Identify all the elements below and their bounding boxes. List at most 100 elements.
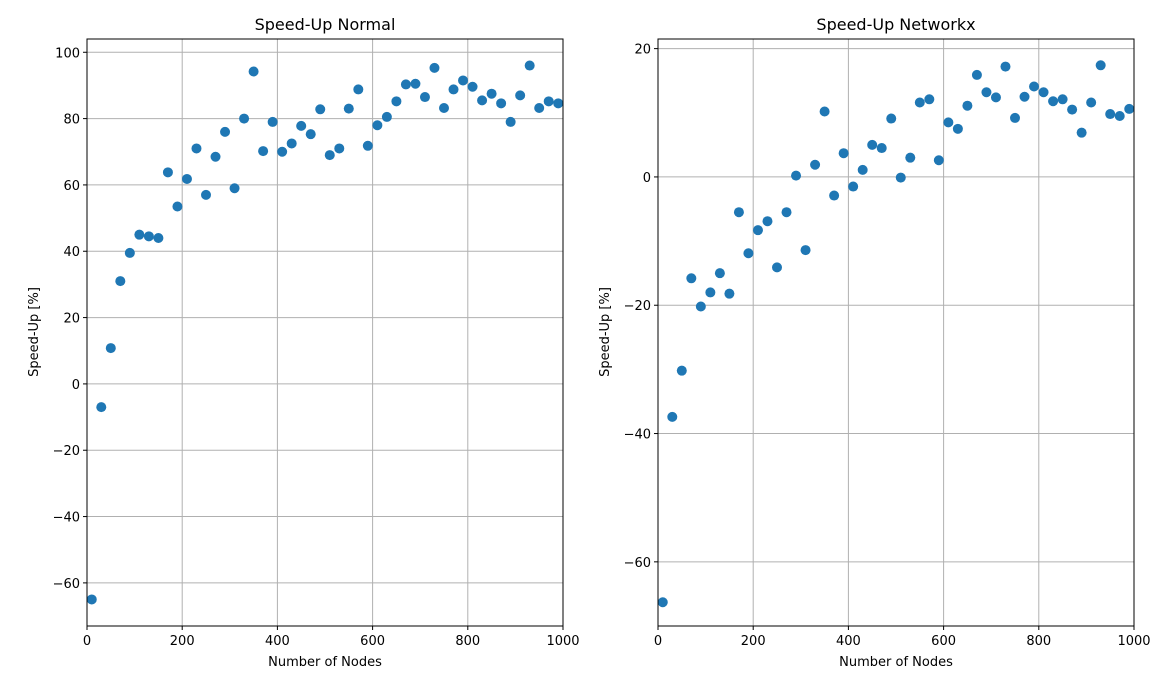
speedup-networkx-data-point xyxy=(1019,91,1030,102)
speedup-normal-data-point xyxy=(191,143,202,154)
speedup-networkx-xtick-label: 0 xyxy=(654,634,662,649)
speedup-networkx-data-point xyxy=(791,170,802,181)
speedup-networkx-data-point xyxy=(895,172,906,183)
speedup-normal-ylabel: Speed-Up [%] xyxy=(27,287,42,377)
speedup-normal-data-point xyxy=(248,66,259,77)
speedup-normal-data-point xyxy=(410,78,421,89)
speedup-normal-data-point xyxy=(400,79,411,90)
speedup-networkx-data-point xyxy=(1076,127,1087,138)
speedup-normal-data-point xyxy=(467,81,478,92)
speedup-networkx-data-point xyxy=(819,106,830,117)
speedup-networkx-data-point xyxy=(905,152,916,163)
speedup-normal-xtick-label: 200 xyxy=(170,634,195,649)
speedup-networkx-data-point xyxy=(962,100,973,111)
speedup-networkx-data-point xyxy=(1086,97,1097,108)
speedup-networkx-data-point xyxy=(781,207,792,218)
speedup-networkx-data-point xyxy=(924,94,935,105)
speedup-networkx-panel: Speed-Up Networkx 0 200 400 600 800 1000−60−4… xyxy=(598,15,1151,670)
speedup-networkx-points xyxy=(657,60,1135,608)
speedup-normal-data-point xyxy=(210,151,221,162)
speedup-normal-data-point xyxy=(229,183,240,194)
speedup-normal-data-point xyxy=(477,95,488,106)
speedup-normal-xtick-label: 1000 xyxy=(546,634,579,649)
speedup-normal-data-point xyxy=(267,116,278,127)
speedup-networkx-ytick-label: −20 xyxy=(624,299,651,314)
speedup-normal-points xyxy=(86,60,564,605)
speedup-networkx-xtick-label: 400 xyxy=(836,634,861,649)
speedup-normal-ytick-label: −20 xyxy=(53,444,80,459)
speedup-networkx-ytick-label: −40 xyxy=(624,428,651,443)
speedup-normal-data-point xyxy=(96,402,107,413)
speedup-normal-data-point xyxy=(343,103,354,114)
speedup-normal-data-point xyxy=(524,60,535,71)
speedup-networkx-data-point xyxy=(857,164,868,175)
speedup-networkx-ytick-label: 0 xyxy=(643,171,651,186)
speedup-normal-data-point xyxy=(153,232,164,243)
speedup-normal-ytick-label: 60 xyxy=(63,179,80,194)
speedup-normal-data-point xyxy=(86,594,97,605)
speedup-networkx-data-point xyxy=(876,143,887,154)
speedup-normal-ytick-label: −60 xyxy=(53,577,80,592)
speedup-normal-ytick-label: 100 xyxy=(55,46,80,61)
speedup-normal-data-point xyxy=(172,201,183,212)
speedup-normal-data-point xyxy=(515,90,526,101)
speedup-networkx-data-point xyxy=(981,87,992,98)
speedup-networkx-xtick-label: 1000 xyxy=(1117,634,1150,649)
speedup-normal-ytick-label: 40 xyxy=(63,245,80,260)
speedup-networkx-data-point xyxy=(1067,104,1078,115)
speedup-networkx-data-point xyxy=(667,411,678,422)
speedup-normal-xtick-label: 800 xyxy=(455,634,480,649)
speedup-networkx-grid xyxy=(657,39,1135,626)
speedup-networkx-data-point xyxy=(867,139,878,150)
speedup-networkx-data-point xyxy=(1038,87,1049,98)
speedup-normal-xtick-label: 400 xyxy=(265,634,290,649)
speedup-networkx-axes-frame xyxy=(657,38,1135,627)
speedup-networkx-data-point xyxy=(762,216,773,227)
speedup-networkx-data-point xyxy=(772,262,782,273)
speedup-normal-data-point xyxy=(362,140,373,151)
speedup-normal-data-point xyxy=(372,120,383,131)
speedup-normal-data-point xyxy=(439,102,449,113)
speedup-normal-data-point xyxy=(553,98,564,109)
speedup-networkx-ticks: 0 200 400 600 800 1000 −60 −40 −20 0 20 xyxy=(624,43,1151,649)
speedup-normal-ytick-label: 20 xyxy=(63,312,80,327)
speedup-normal-data-point xyxy=(315,104,326,115)
speedup-normal-data-point xyxy=(115,276,126,287)
speedup-networkx-xtick-label: 800 xyxy=(1026,634,1051,649)
speedup-normal-data-point xyxy=(505,116,516,127)
speedup-normal-data-point xyxy=(220,126,231,137)
speedup-networkx-data-point xyxy=(733,207,744,218)
speedup-networkx-data-point xyxy=(800,245,811,256)
speedup-networkx-data-point xyxy=(810,159,821,170)
speedup-normal-ytick-label: 0 xyxy=(72,378,80,393)
speedup-normal-data-point xyxy=(105,343,116,354)
speedup-networkx-data-point xyxy=(848,181,859,192)
speedup-normal-data-point xyxy=(134,229,145,240)
speedup-normal-xlabel: Number of Nodes xyxy=(268,655,382,670)
speedup-networkx-data-point xyxy=(1095,60,1106,71)
speedup-networkx-data-point xyxy=(695,301,706,312)
speedup-normal-data-point xyxy=(305,129,316,140)
speedup-networkx-data-point xyxy=(1057,94,1068,105)
speedup-normal-data-point xyxy=(496,98,507,109)
speedup-normal-xtick-label: 600 xyxy=(360,634,385,649)
speedup-networkx-data-point xyxy=(1124,103,1135,114)
speedup-networkx-title: Speed-Up Networkx xyxy=(816,15,975,34)
speedup-normal-data-point xyxy=(486,88,497,99)
speedup-networkx-data-point xyxy=(886,113,897,124)
speedup-normal-data-point xyxy=(543,96,554,107)
speedup-networkx-data-point xyxy=(971,69,982,80)
speedup-networkx-data-point xyxy=(686,273,697,284)
speedup-networkx-data-point xyxy=(714,268,725,279)
speedup-networkx-xtick-label: 600 xyxy=(931,634,956,649)
speedup-networkx-ylabel: Speed-Up [%] xyxy=(598,287,613,377)
speedup-networkx-data-point xyxy=(838,148,849,159)
speedup-normal-data-point xyxy=(429,62,440,73)
speedup-normal-data-point xyxy=(181,173,192,184)
speedup-normal-data-point xyxy=(534,102,545,113)
speedup-normal-data-point xyxy=(162,167,173,178)
speedup-networkx-data-point xyxy=(676,365,687,376)
speedup-normal-data-point xyxy=(334,143,345,154)
speedup-normal-title: Speed-Up Normal xyxy=(255,15,396,34)
